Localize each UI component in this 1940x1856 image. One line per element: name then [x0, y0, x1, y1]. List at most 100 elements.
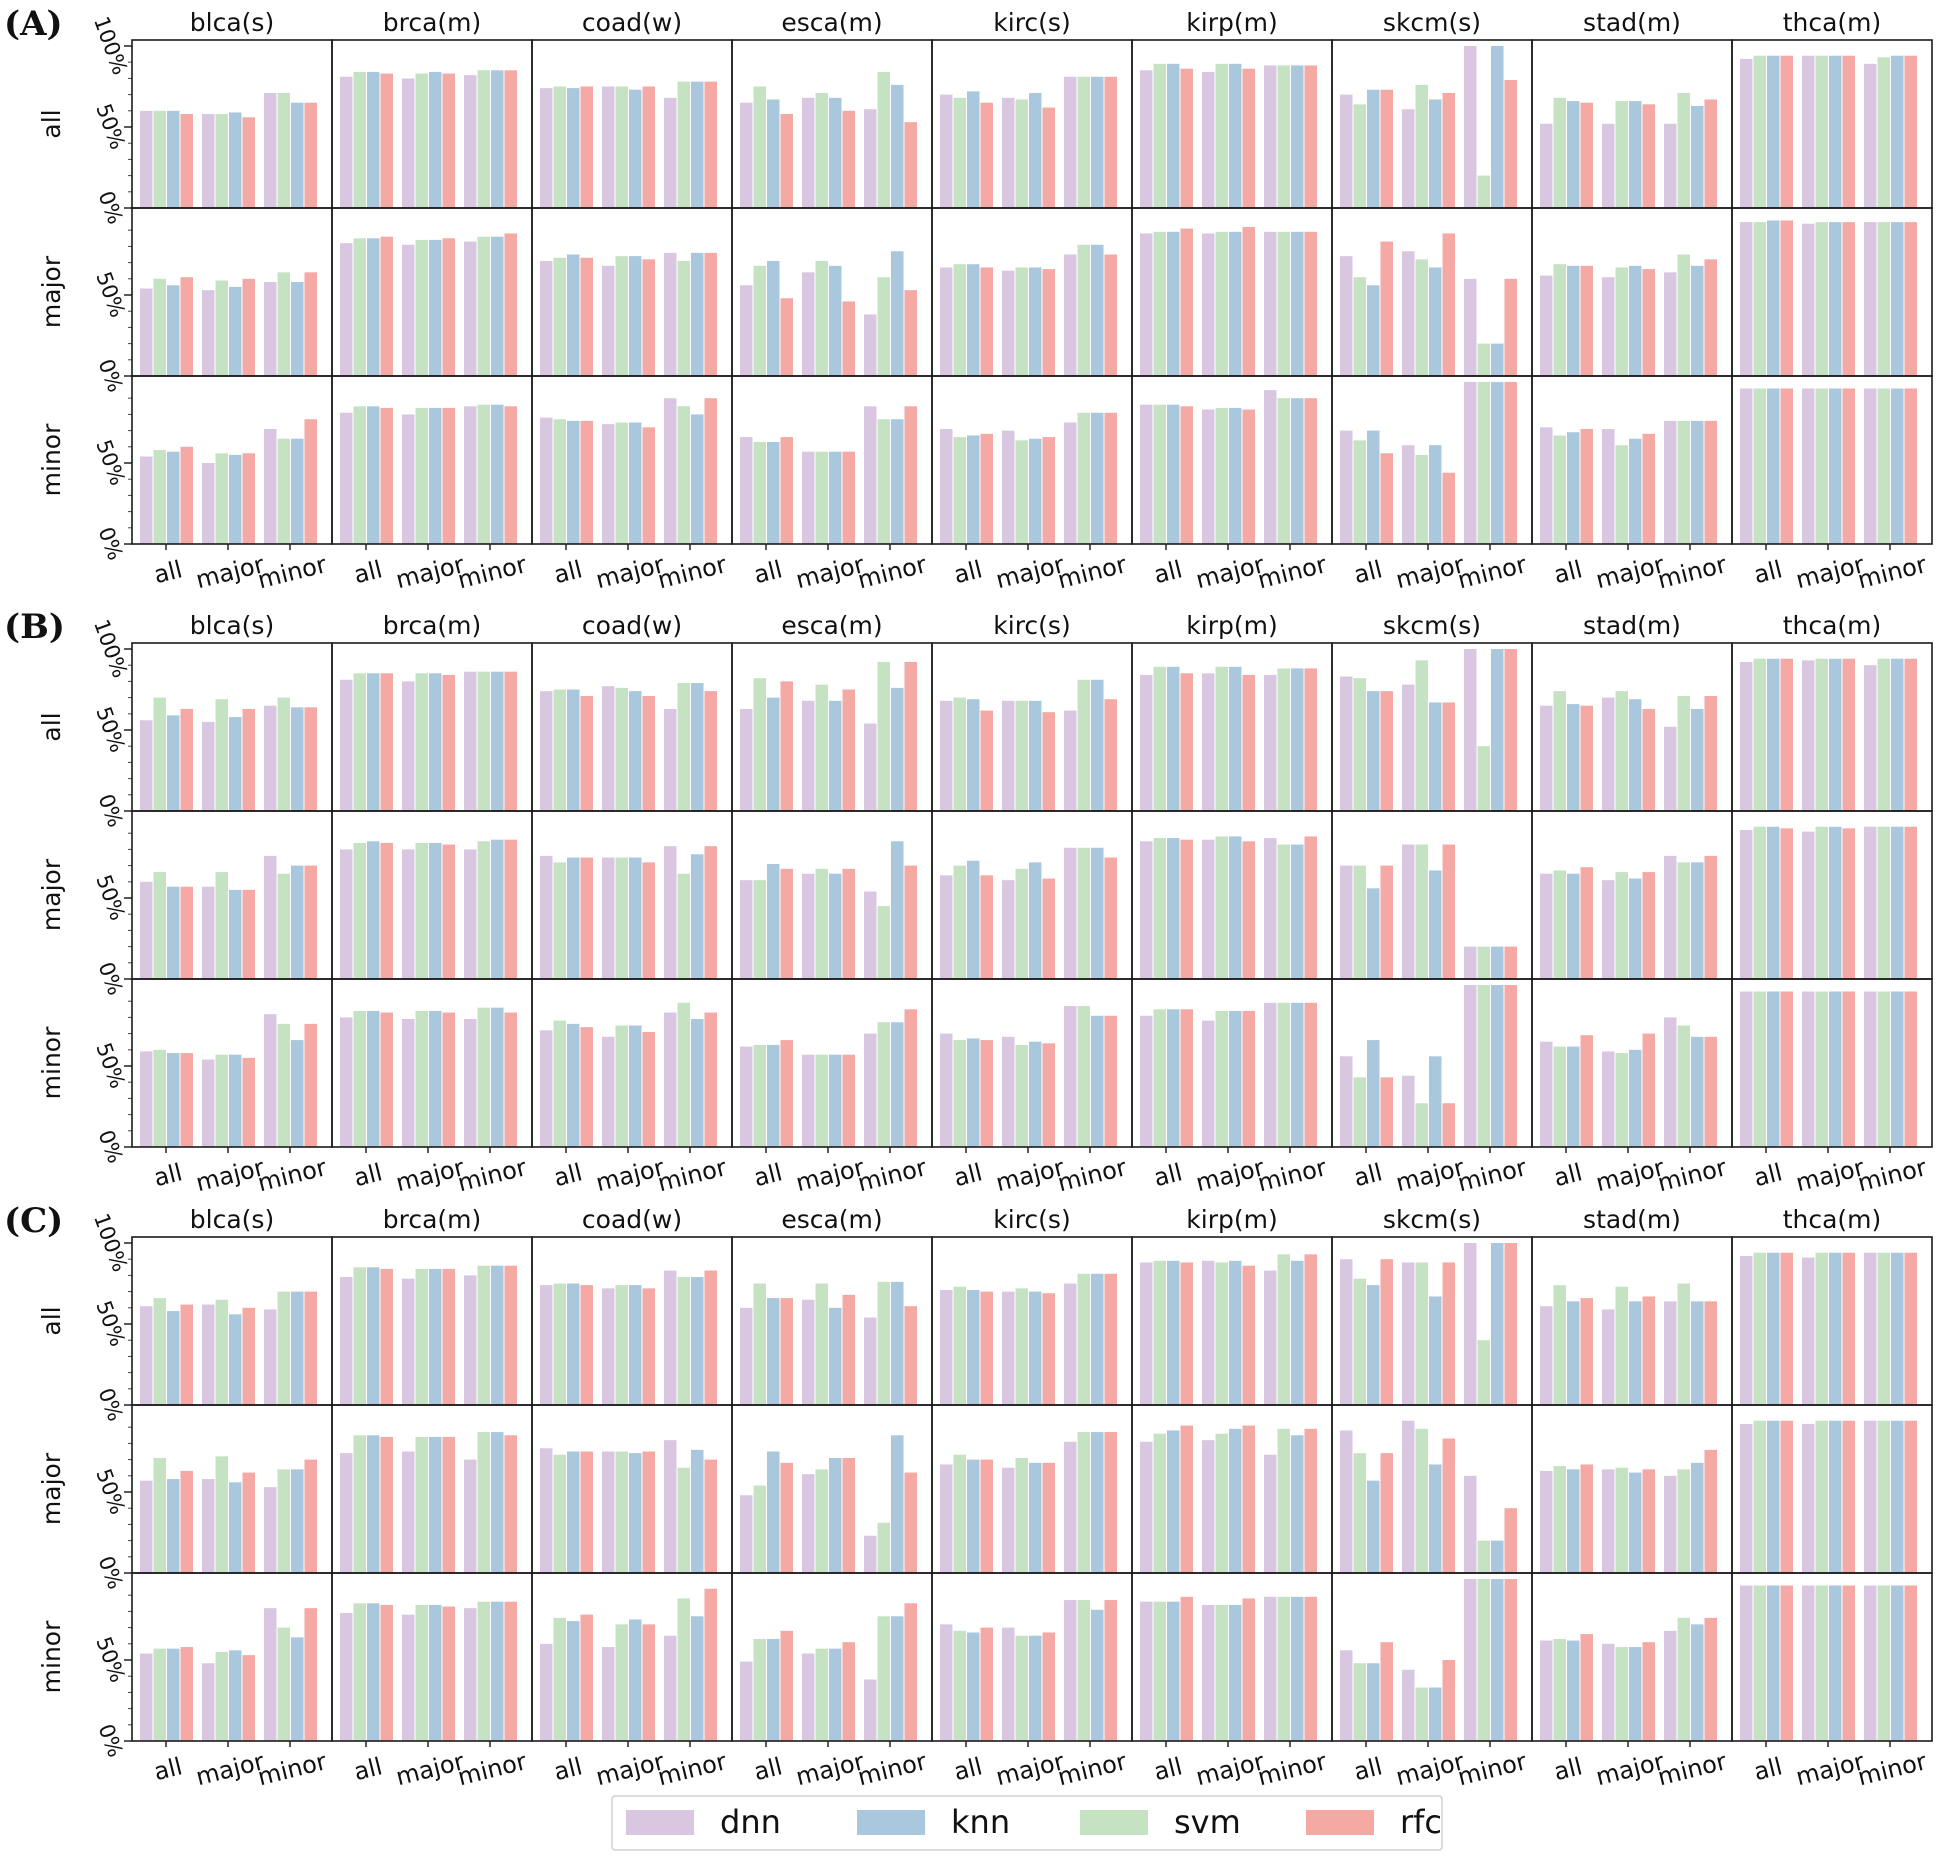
- bar-rfc: [842, 868, 855, 979]
- x-tick-label: minor: [855, 1153, 930, 1197]
- bar-svm: [753, 880, 766, 979]
- bar-rfc: [1580, 1634, 1593, 1741]
- bar-rfc: [1242, 841, 1255, 979]
- bar-knn: [567, 254, 580, 376]
- bar-svm: [1753, 388, 1766, 544]
- bar-dnn: [1464, 278, 1477, 376]
- bar-svm: [277, 1291, 290, 1405]
- bar-rfc: [1380, 241, 1393, 376]
- bar-knn: [1167, 1009, 1180, 1147]
- bar-rfc: [504, 839, 517, 979]
- bar-knn: [1091, 244, 1104, 376]
- bar-rfc: [1704, 259, 1717, 376]
- bar-knn: [291, 1637, 304, 1741]
- bar-dnn: [540, 1643, 553, 1741]
- bar-rfc: [980, 433, 993, 544]
- bar-rfc: [1104, 1273, 1117, 1405]
- bar-svm: [1753, 1585, 1766, 1741]
- y-tick-label: 50%: [91, 269, 130, 321]
- bar-dnn: [1464, 46, 1477, 208]
- bar-svm: [1353, 1663, 1366, 1741]
- bar-dnn: [464, 671, 477, 811]
- bar-svm: [877, 1281, 890, 1405]
- bar-svm: [553, 689, 566, 811]
- bar-dnn: [940, 428, 953, 544]
- x-tick-label: all: [351, 1158, 385, 1192]
- bar-rfc: [642, 1031, 655, 1147]
- bar-svm: [1553, 264, 1566, 376]
- bar-dnn: [1464, 1243, 1477, 1405]
- x-tick-label: minor: [1855, 1153, 1930, 1197]
- bar-knn: [229, 1314, 242, 1405]
- cell: [1731, 39, 1933, 209]
- bar-svm: [353, 1267, 366, 1405]
- bar-svm: [1477, 382, 1490, 544]
- y-tick-label: 0%: [94, 356, 128, 396]
- bar-rfc: [1104, 76, 1117, 208]
- bar-svm: [615, 422, 628, 544]
- bar-knn: [429, 1010, 442, 1147]
- bar-knn: [567, 1621, 580, 1741]
- column-title: blca(s): [190, 1205, 274, 1234]
- cell: [1531, 978, 1733, 1148]
- bar-knn: [1029, 267, 1042, 376]
- bar-knn: [1491, 1540, 1504, 1573]
- bar-dnn: [1602, 123, 1615, 208]
- bar-knn: [1829, 991, 1842, 1147]
- bar-rfc: [1580, 1464, 1593, 1573]
- y-tick-label: 50%: [91, 1040, 130, 1092]
- bar-rfc: [1380, 691, 1393, 811]
- bar-dnn: [1540, 705, 1553, 811]
- legend-swatch-knn: [857, 1810, 925, 1835]
- bar-dnn: [140, 1051, 153, 1147]
- bar-rfc: [1442, 1262, 1455, 1405]
- bar-rfc: [304, 1023, 317, 1147]
- bar-knn: [429, 1268, 442, 1405]
- bar-dnn: [1664, 420, 1677, 544]
- bar-svm: [877, 1616, 890, 1741]
- bar-knn: [1091, 1432, 1104, 1573]
- bar-dnn: [1402, 445, 1415, 544]
- column-title: brca(m): [383, 8, 482, 37]
- bar-rfc: [1380, 1642, 1393, 1741]
- bar-dnn: [464, 406, 477, 544]
- bar-svm: [815, 92, 828, 208]
- x-tick-label: minor: [1855, 550, 1930, 594]
- bar-dnn: [464, 1459, 477, 1573]
- bar-knn: [1691, 1624, 1704, 1741]
- column-title: thca(m): [1783, 1205, 1882, 1234]
- bar-svm: [1077, 76, 1090, 208]
- bar-rfc: [1380, 865, 1393, 979]
- bar-dnn: [1002, 1467, 1015, 1573]
- cell: [731, 642, 933, 812]
- bar-dnn: [940, 1464, 953, 1573]
- bar-dnn: [540, 855, 553, 979]
- bar-knn: [1567, 432, 1580, 544]
- bar-dnn: [1864, 222, 1877, 376]
- bar-dnn: [864, 109, 877, 208]
- bar-rfc: [380, 673, 393, 811]
- bar-knn: [1029, 862, 1042, 979]
- bar-svm: [1553, 1046, 1566, 1147]
- bar-dnn: [664, 97, 677, 208]
- row-label: all: [37, 1306, 66, 1335]
- bar-dnn: [1864, 1252, 1877, 1405]
- bar-rfc: [1304, 1002, 1317, 1147]
- cell: [531, 642, 733, 812]
- bar-svm: [1753, 658, 1766, 811]
- bar-svm: [153, 1298, 166, 1405]
- panel-1: (B) blca(s) brca(m) coad(w) esca(m) kirc(s) ki…: [4, 607, 1933, 1197]
- bar-svm: [1477, 746, 1490, 811]
- bar-svm: [753, 1638, 766, 1741]
- bar-rfc: [842, 1294, 855, 1405]
- bar-rfc: [1442, 702, 1455, 811]
- bar-svm: [1015, 267, 1028, 376]
- y-tick-label: 50%: [91, 1634, 130, 1686]
- bar-rfc: [1180, 228, 1193, 376]
- bar-svm: [1877, 222, 1890, 376]
- bar-knn: [891, 841, 904, 979]
- bar-svm: [1877, 388, 1890, 544]
- bar-svm: [1215, 231, 1228, 376]
- bar-knn: [767, 1298, 780, 1405]
- bar-svm: [1615, 1053, 1628, 1147]
